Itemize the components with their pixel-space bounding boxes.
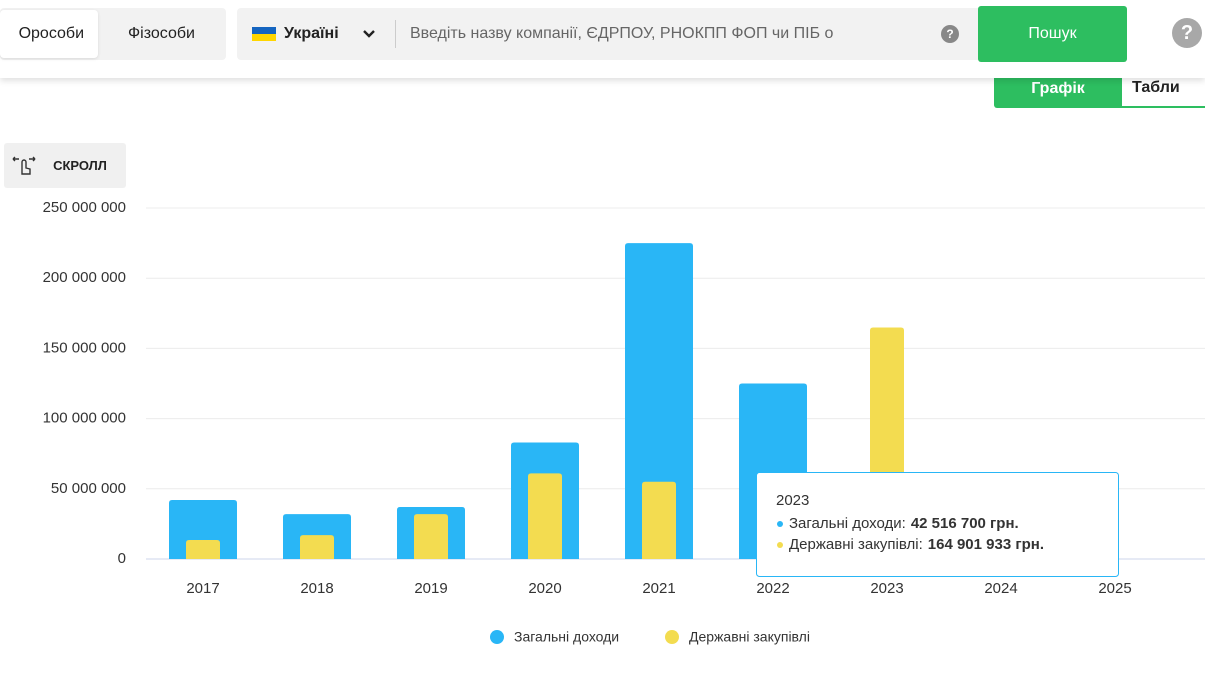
- tooltip-name: Державні закупівлі:: [789, 536, 923, 553]
- legend-label[interactable]: Державні закупівлі: [689, 629, 810, 645]
- x-tick-label: 2017: [186, 580, 219, 597]
- legend-marker: [665, 630, 679, 644]
- scroll-icon: [12, 156, 36, 175]
- tooltip-row: Державні закупівлі: 164 901 933 грн.: [789, 536, 1044, 553]
- legend-label[interactable]: Загальні доходи: [514, 629, 619, 645]
- country-select[interactable]: Україні: [284, 25, 339, 42]
- x-tick-label: 2025: [1098, 580, 1131, 597]
- tab-individual[interactable]: Фізособи: [128, 25, 195, 42]
- tooltip-title: 2023: [776, 492, 809, 509]
- y-tick-label: 0: [118, 550, 126, 567]
- flag-top: [252, 27, 276, 34]
- x-tick-label: 2019: [414, 580, 447, 597]
- divider: [395, 20, 396, 48]
- tooltip-value: 164 901 933 грн.: [928, 536, 1044, 553]
- x-tick-label: 2018: [300, 580, 333, 597]
- search-button[interactable]: Пошук: [978, 6, 1127, 62]
- search-input[interactable]: Введіть назву компанії, ЄДРПОУ, РНОКПП Ф…: [410, 25, 834, 42]
- scroll-button[interactable]: СКРОЛЛ: [4, 143, 126, 188]
- y-tick-label: 250 000 000: [43, 199, 126, 216]
- help-icon[interactable]: ?: [1172, 18, 1202, 48]
- tooltip-box: [756, 472, 1119, 577]
- top-bar: Орособи Фізособи Україні Введіть назву к…: [0, 0, 1205, 78]
- tooltip-marker: [777, 542, 783, 548]
- search-help-icon[interactable]: ?: [941, 25, 959, 43]
- scroll-glyph: [12, 156, 36, 175]
- tooltip-value: 42 516 700 грн.: [911, 515, 1019, 532]
- tab-legal[interactable]: Орособи: [0, 10, 98, 58]
- x-tick-label: 2023: [870, 580, 903, 597]
- chevron-icon: [363, 30, 375, 38]
- bar: [625, 243, 693, 559]
- legend-marker: [490, 630, 504, 644]
- bar: [642, 481, 676, 559]
- search-box: [237, 8, 979, 60]
- tooltip-row: Загальні доходи: 42 516 700 грн.: [789, 515, 1019, 532]
- tooltip-marker: [777, 521, 783, 527]
- x-tick-label: 2021: [642, 580, 675, 597]
- y-tick-label: 200 000 000: [43, 269, 126, 286]
- x-tick-label: 2024: [984, 580, 1017, 597]
- bar: [528, 473, 562, 559]
- x-tick-label: 2022: [756, 580, 789, 597]
- tooltip: 2023 Загальні доходи: 42 516 700 грн. Держа…: [756, 472, 1119, 577]
- bar: [300, 535, 334, 559]
- y-tick-label: 150 000 000: [43, 339, 126, 356]
- bar: [186, 540, 220, 559]
- y-tick-label: 50 000 000: [51, 480, 126, 497]
- y-tick-label: 100 000 000: [43, 410, 126, 427]
- x-tick-label: 2020: [528, 580, 561, 597]
- tooltip-name: Загальні доходи:: [789, 515, 906, 532]
- chevron: [363, 30, 375, 38]
- bar: [414, 514, 448, 559]
- flag-bottom: [252, 34, 276, 41]
